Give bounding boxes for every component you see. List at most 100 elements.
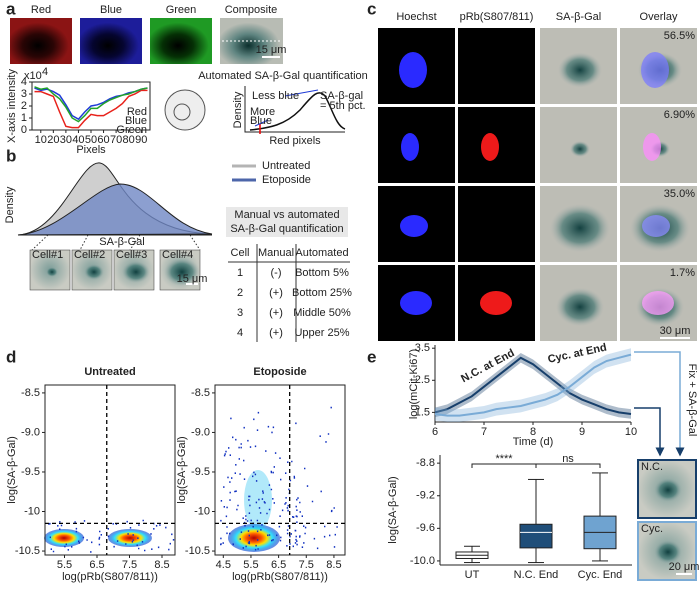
series-line [434, 356, 632, 415]
schematic-label: Less blue [252, 90, 299, 102]
red-channel-image [10, 18, 72, 64]
overlay-nucleus [642, 215, 670, 237]
micrograph [458, 186, 535, 262]
x-tick-label: 8 [530, 426, 536, 438]
table-cell: 1 [237, 267, 243, 279]
column-title: Hoechst [396, 11, 436, 23]
overlay-nucleus [642, 291, 674, 315]
cell-label: Cell#2 [74, 249, 105, 261]
overlay-nucleus [641, 52, 669, 88]
y-tick-label: -9.6 [416, 522, 435, 534]
nucleus [399, 52, 427, 88]
nucleus-schematic [173, 103, 191, 121]
x-tick-label: 9 [579, 426, 585, 438]
cell-connectors [31, 234, 201, 251]
overlay-nucleus [643, 133, 661, 161]
table-cell: 3 [237, 307, 243, 319]
series-line [434, 353, 632, 417]
table-header: Manual [258, 247, 294, 259]
y-tick-label: -10 [194, 505, 210, 517]
etoposide-density [17, 183, 213, 236]
channel-title: Green [166, 4, 197, 16]
percentage-label: 56.5% [664, 30, 695, 42]
x-tick-label: 7.5 [122, 559, 137, 571]
x-tick-label: 6 [432, 426, 438, 438]
table-cell: Middle 50% [293, 307, 351, 319]
x-tick-label: N.C. End [514, 569, 559, 581]
column-title: Overlay [640, 11, 678, 23]
table-title: Manual vs automated [234, 209, 339, 221]
channel-title: Red [31, 4, 51, 16]
table-cell: (+) [269, 287, 283, 299]
sa-gal-stain [550, 204, 610, 252]
micrograph [458, 28, 535, 104]
chart-title: Etoposide [253, 366, 306, 378]
panel-label: d [6, 347, 16, 366]
series-line [34, 87, 148, 121]
x-tick-label: UT [465, 569, 480, 581]
cell-label: Cell#3 [116, 249, 147, 261]
x-tick-label: 10 [625, 426, 637, 438]
legend-entry: Blue [125, 115, 147, 127]
x-axis-label: Time (d) [513, 436, 554, 448]
y-tick-label: -10.0 [410, 555, 435, 567]
scale-bar-label: 15 μm [177, 273, 208, 285]
panel-label: a [6, 0, 16, 18]
table-cell: 2 [237, 287, 243, 299]
x-tick-label: 8.5 [154, 559, 169, 571]
y-tick-label: 2.5 [415, 374, 430, 386]
x-axis-label: log(pRb(S807/811)) [62, 571, 158, 583]
significance-bracket [535, 463, 601, 468]
schematic-density [249, 92, 346, 131]
y-tick-label: -9.2 [416, 490, 435, 502]
plot-frame [214, 384, 346, 556]
percentage-label: 35.0% [664, 188, 695, 200]
panel-label: b [6, 146, 16, 165]
x-tick-label: 90 [135, 134, 147, 146]
scale-bar-label: 15 μm [256, 44, 287, 56]
y-tick-label: 1 [21, 112, 27, 124]
table-cell: (-) [271, 267, 282, 279]
y-tick-label: 1.5 [415, 406, 430, 418]
scatter-points-texture [48, 406, 338, 553]
percentage-label: 1.7% [670, 267, 695, 279]
x-tick-label: 20 [47, 134, 59, 146]
nucleus [481, 133, 499, 161]
box [519, 523, 553, 549]
x-axis-label: log(pRb(S807/811)) [232, 571, 328, 583]
column-title: SA-β-Gal [556, 11, 601, 23]
column-title: pRb(S807/811) [460, 11, 534, 23]
table-cell: Bottom 25% [292, 287, 352, 299]
y-tick-label: 0 [21, 124, 27, 136]
table-cell: (+) [269, 307, 283, 319]
y-tick-label: -9.0 [191, 426, 210, 438]
x-tick-label: 40 [72, 134, 84, 146]
schematic-label: SA-β-gal [320, 90, 363, 102]
panel-label: c [367, 0, 376, 18]
table-title-bg [226, 207, 348, 237]
scale-bar-label: 20 μm [669, 561, 700, 573]
y-axis-label: log(SA-β-Gal) [176, 436, 188, 503]
cell-stain [122, 261, 150, 283]
x-tick-label: Cyc. End [578, 569, 623, 581]
panel-label: e [367, 347, 376, 366]
x-tick-label: 6.5 [271, 559, 286, 571]
x-tick-label: 60 [97, 134, 109, 146]
schematic-label: Blue [250, 115, 272, 127]
y-tick-label: -8.5 [21, 387, 40, 399]
cell-stain [164, 258, 200, 286]
cell-stain [654, 540, 682, 564]
y-axis-label: log(SA-β-Gal) [6, 436, 18, 503]
y-axis-label: log(SA-β-Gal) [387, 476, 399, 543]
table-cell: 4 [237, 327, 243, 339]
y-axis-label: log(mCit-Ki67) [408, 349, 420, 419]
schematic-x-label: Red pixels [269, 135, 321, 147]
x-tick-label: 5.5 [243, 559, 258, 571]
cell-stain [654, 478, 682, 502]
schematic-y-label: Density [232, 91, 244, 128]
schematic-axes [244, 86, 345, 133]
y-tick-label: -9.5 [191, 466, 210, 478]
green-channel-image [150, 18, 212, 64]
nucleus [480, 291, 512, 315]
x-tick-label: 6.5 [89, 559, 104, 571]
